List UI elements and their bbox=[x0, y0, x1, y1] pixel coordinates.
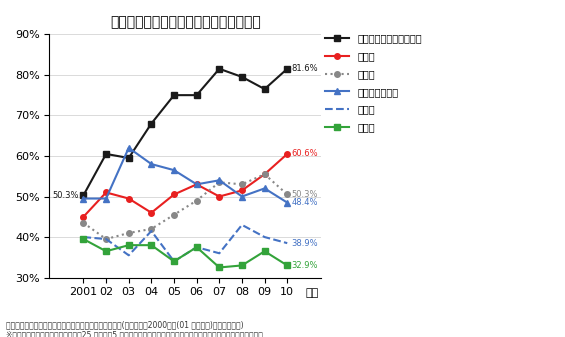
コミュニケーション能力 bbox=[103, 152, 110, 156]
主体性 bbox=[80, 215, 87, 219]
Text: 50.3%: 50.3% bbox=[292, 190, 318, 199]
チャレンジ精神 bbox=[216, 178, 223, 182]
コミュニケーション能力 bbox=[193, 93, 200, 97]
コミュニケーション能力 bbox=[125, 156, 132, 160]
責任感 bbox=[238, 264, 245, 268]
責任感 bbox=[125, 243, 132, 247]
Text: 81.6%: 81.6% bbox=[292, 64, 318, 73]
Text: 資料：日本経団連「新卒採用に関するアンケート調査」(当該設問は2000年度(01 年卒採用)から調査開始): 資料：日本経団連「新卒採用に関するアンケート調査」(当該設問は2000年度(01… bbox=[6, 320, 244, 329]
Line: 誠実性: 誠実性 bbox=[84, 225, 287, 262]
Line: 主体性: 主体性 bbox=[81, 151, 290, 220]
誠実性 bbox=[103, 237, 110, 241]
協調性 bbox=[284, 192, 290, 196]
誠実性 bbox=[125, 253, 132, 257]
Line: 協調性: 協調性 bbox=[81, 172, 290, 242]
チャレンジ精神 bbox=[284, 201, 290, 205]
責任感 bbox=[216, 266, 223, 270]
Title: 「選考時に重視する要素」の上位の推移: 「選考時に重視する要素」の上位の推移 bbox=[110, 15, 260, 29]
協調性 bbox=[261, 172, 268, 176]
誠実性 bbox=[171, 259, 177, 264]
コミュニケーション能力 bbox=[261, 87, 268, 91]
誠実性 bbox=[238, 223, 245, 227]
主体性 bbox=[238, 188, 245, 192]
主体性 bbox=[148, 211, 155, 215]
主体性 bbox=[284, 152, 290, 156]
主体性 bbox=[193, 182, 200, 186]
責任感 bbox=[193, 245, 200, 249]
誠実性 bbox=[193, 245, 200, 249]
チャレンジ精神 bbox=[238, 194, 245, 198]
Line: チャレンジ精神: チャレンジ精神 bbox=[81, 145, 290, 205]
チャレンジ精神 bbox=[193, 182, 200, 186]
主体性 bbox=[103, 190, 110, 194]
チャレンジ精神 bbox=[103, 196, 110, 201]
コミュニケーション能力 bbox=[238, 75, 245, 79]
チャレンジ精神 bbox=[261, 186, 268, 190]
主体性 bbox=[171, 192, 177, 196]
チャレンジ精神 bbox=[171, 168, 177, 172]
Text: 60.6%: 60.6% bbox=[292, 149, 318, 158]
Text: 32.9%: 32.9% bbox=[292, 261, 318, 270]
責任感 bbox=[261, 249, 268, 253]
主体性 bbox=[261, 172, 268, 176]
責任感 bbox=[103, 249, 110, 253]
協調性 bbox=[193, 198, 200, 203]
コミュニケーション能力 bbox=[80, 193, 87, 197]
責任感 bbox=[171, 259, 177, 264]
コミュニケーション能力 bbox=[284, 67, 290, 71]
Line: 責任感: 責任感 bbox=[81, 236, 290, 270]
責任感 bbox=[284, 264, 290, 268]
主体性 bbox=[216, 194, 223, 198]
コミュニケーション能力 bbox=[148, 122, 155, 126]
コミュニケーション能力 bbox=[171, 93, 177, 97]
Text: 38.9%: 38.9% bbox=[292, 239, 318, 248]
誠実性 bbox=[148, 229, 155, 233]
協調性 bbox=[238, 182, 245, 186]
協調性 bbox=[216, 180, 223, 184]
協調性 bbox=[171, 213, 177, 217]
Line: コミュニケーション能力: コミュニケーション能力 bbox=[81, 66, 290, 198]
Text: 48.4%: 48.4% bbox=[292, 198, 318, 207]
誠実性 bbox=[80, 235, 87, 239]
Legend: コミュニケーション能力, 主体性, 協調性, チャレンジ精神, 誠実性, 責任感: コミュニケーション能力, 主体性, 協調性, チャレンジ精神, 誠実性, 責任感 bbox=[321, 29, 425, 136]
チャレンジ精神 bbox=[80, 196, 87, 201]
協調性 bbox=[80, 221, 87, 225]
主体性 bbox=[125, 196, 132, 201]
Text: 50.3%: 50.3% bbox=[53, 191, 79, 200]
チャレンジ精神 bbox=[148, 162, 155, 166]
誠実性 bbox=[216, 251, 223, 255]
チャレンジ精神 bbox=[125, 146, 132, 150]
協調性 bbox=[103, 237, 110, 241]
Text: 年卒: 年卒 bbox=[305, 288, 319, 298]
コミュニケーション能力 bbox=[216, 67, 223, 71]
責任感 bbox=[80, 237, 87, 241]
誠実性 bbox=[284, 241, 290, 245]
責任感 bbox=[148, 243, 155, 247]
Text: ※選考にあたって特に重視した点を25 項目より5 つ回答。全回答企業のうち、その項目を選択した割合を示している。: ※選考にあたって特に重視した点を25 項目より5 つ回答。全回答企業のうち、その… bbox=[6, 330, 263, 337]
誠実性 bbox=[261, 235, 268, 239]
協調性 bbox=[125, 231, 132, 235]
協調性 bbox=[148, 227, 155, 231]
